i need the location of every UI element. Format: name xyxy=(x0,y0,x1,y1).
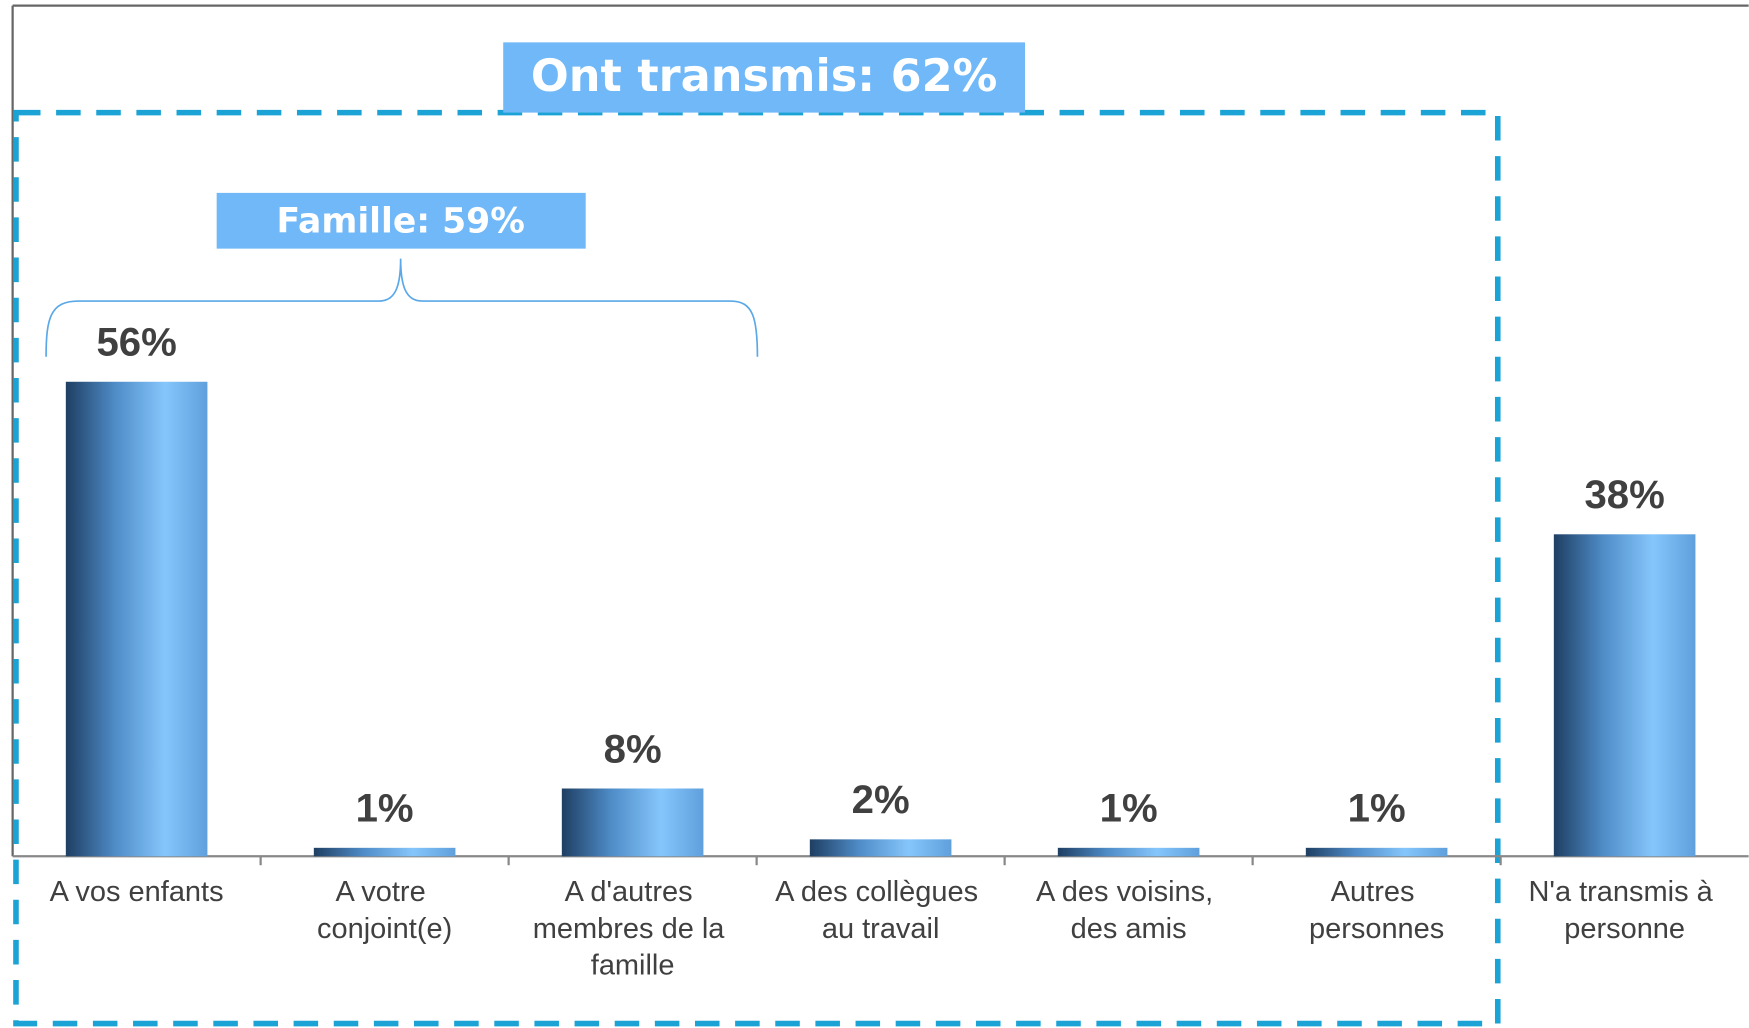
bar xyxy=(1057,847,1200,857)
group-box xyxy=(13,109,1501,1027)
annotation-box xyxy=(503,42,1026,113)
bar xyxy=(1305,847,1448,857)
x-tick-label: A d'autres membres de la famille xyxy=(533,876,733,982)
data-label: 56% xyxy=(96,320,176,365)
bar xyxy=(1553,534,1696,857)
x-tick-label: Autres personnes xyxy=(1309,876,1444,945)
x-tick-label: A vos enfants xyxy=(50,876,224,908)
x-tick-label: A des collègues au travail xyxy=(775,876,986,945)
annotation: Famille: 59% xyxy=(276,201,524,241)
annotation: Ont transmis: 62% xyxy=(531,50,997,102)
annotation-box xyxy=(216,192,586,249)
data-label: 2% xyxy=(852,777,910,822)
x-tick-label: A votre conjoint(e) xyxy=(317,876,452,945)
data-label: 38% xyxy=(1584,472,1664,517)
data-label: 1% xyxy=(1348,786,1406,831)
bar xyxy=(561,788,704,857)
data-label: 1% xyxy=(1100,786,1158,831)
brace xyxy=(45,258,759,357)
x-tick-label: A des voisins, des amis xyxy=(1036,876,1221,945)
bar xyxy=(313,847,456,857)
bar xyxy=(809,839,952,857)
bar xyxy=(65,381,208,857)
data-label: 1% xyxy=(356,786,414,831)
data-label: 8% xyxy=(604,726,662,771)
x-tick-label: N'a transmis à personne xyxy=(1528,876,1720,945)
